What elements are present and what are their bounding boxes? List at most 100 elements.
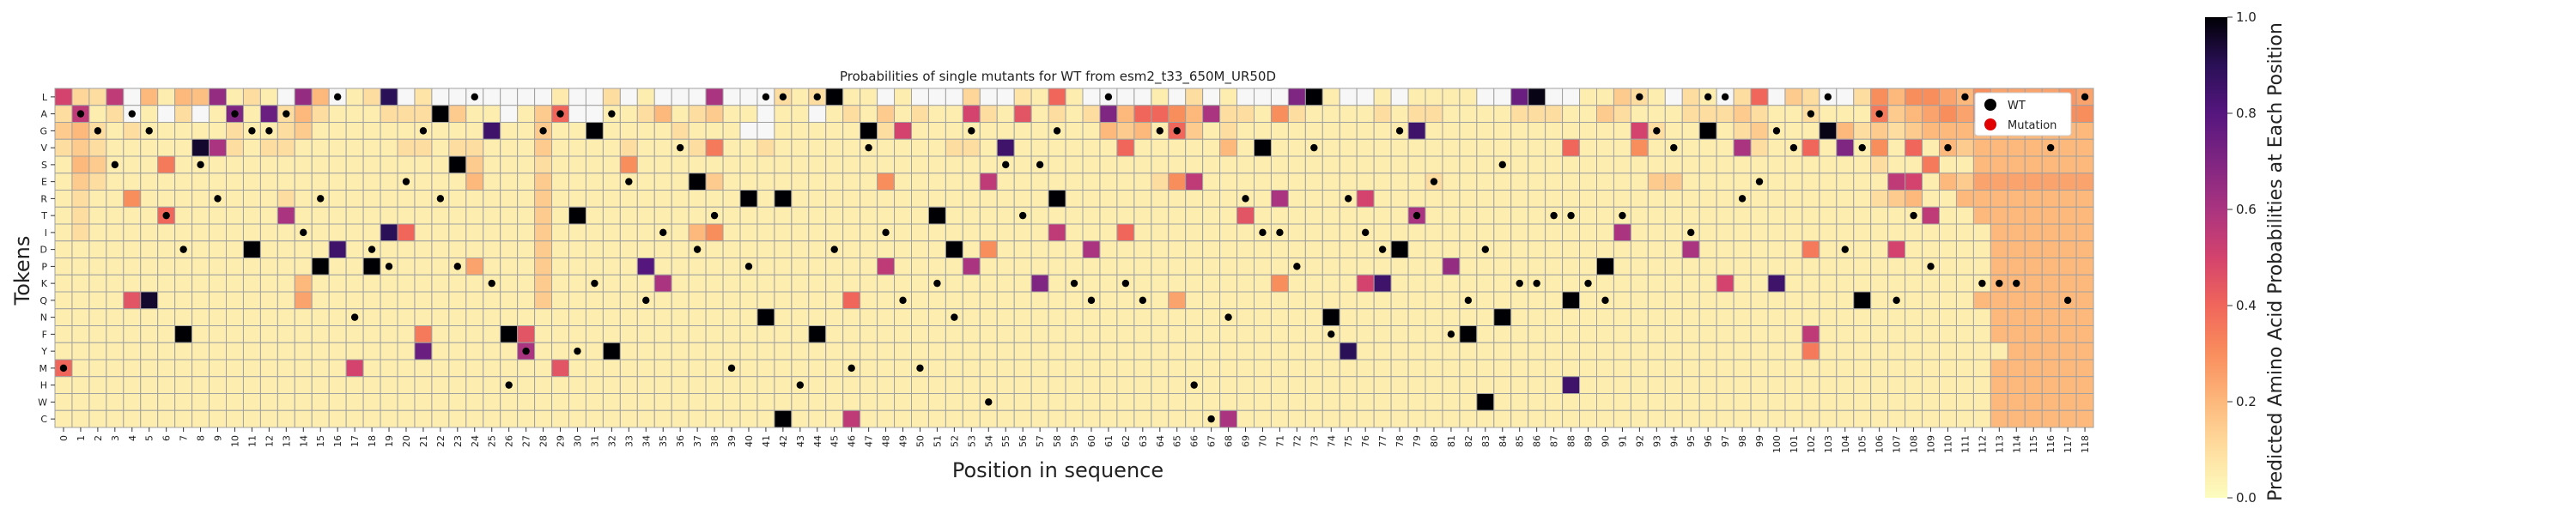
heatmap-cell xyxy=(619,206,638,225)
heatmap-cell xyxy=(54,308,73,326)
heatmap-cell xyxy=(911,223,929,242)
heatmap-cell xyxy=(157,138,176,157)
heatmap-cell xyxy=(619,105,638,123)
heatmap-cell xyxy=(71,190,90,208)
heatmap-cell xyxy=(1254,105,1272,123)
heatmap-cell xyxy=(1613,88,1631,106)
heatmap-cell xyxy=(551,393,569,411)
heatmap-cell xyxy=(1853,105,1872,123)
heatmap-cell xyxy=(1836,258,1855,276)
heatmap-cell xyxy=(1955,173,1974,191)
heatmap-cell xyxy=(1356,342,1375,360)
heatmap-cell xyxy=(1168,88,1187,106)
heatmap-cell xyxy=(1168,393,1187,411)
heatmap-cell xyxy=(209,240,228,258)
heatmap-cell xyxy=(1390,155,1409,174)
heatmap-cell xyxy=(551,88,569,106)
heatmap-cell xyxy=(568,138,586,157)
x-tick-label: 43 xyxy=(795,435,806,447)
heatmap-cell xyxy=(1425,409,1443,428)
heatmap-cell xyxy=(500,274,519,293)
x-tick-label: 11 xyxy=(246,435,258,447)
wt-marker xyxy=(1927,263,1935,270)
heatmap-cell xyxy=(1870,240,1889,258)
wt-marker xyxy=(59,364,68,373)
heatmap-cell xyxy=(1339,308,1358,326)
heatmap-cell xyxy=(602,155,621,174)
heatmap-cell xyxy=(345,122,364,140)
heatmap-cell xyxy=(1254,409,1272,428)
heatmap-cell xyxy=(242,88,261,106)
heatmap-cell xyxy=(1013,138,1032,157)
heatmap-cell xyxy=(1767,88,1786,106)
heatmap-cell xyxy=(1698,409,1717,428)
heatmap-cell xyxy=(448,206,467,225)
heatmap-cell xyxy=(1030,206,1049,225)
heatmap-cell xyxy=(362,342,381,360)
heatmap-cell xyxy=(722,240,741,258)
x-tick-label: 46 xyxy=(847,435,858,447)
heatmap-cell xyxy=(1767,105,1786,123)
heatmap-cell xyxy=(1373,206,1392,225)
heatmap-cell xyxy=(653,274,672,293)
heatmap-cell xyxy=(191,138,210,157)
heatmap-cell xyxy=(88,359,107,378)
heatmap-cell xyxy=(911,393,929,411)
heatmap-cell xyxy=(1287,291,1306,310)
heatmap-cell xyxy=(1613,223,1631,242)
heatmap-cell xyxy=(226,274,244,293)
heatmap-cell xyxy=(1013,342,1032,360)
heatmap-cell xyxy=(1853,342,1872,360)
heatmap-cell xyxy=(1321,376,1340,394)
heatmap-cell xyxy=(106,393,125,411)
heatmap-cell xyxy=(191,258,210,276)
heatmap-cell xyxy=(140,240,159,258)
heatmap-cell xyxy=(602,206,621,225)
heatmap-cell xyxy=(979,155,998,174)
wt-marker xyxy=(317,195,325,203)
heatmap-cell xyxy=(979,258,998,276)
heatmap-cell xyxy=(1510,155,1529,174)
heatmap-cell xyxy=(585,342,604,360)
heatmap-cell xyxy=(996,274,1015,293)
heatmap-cell xyxy=(1579,206,1598,225)
heatmap-cell xyxy=(1784,190,1803,208)
heatmap-cell xyxy=(1219,325,1238,343)
heatmap-cell xyxy=(1270,206,1289,225)
heatmap-cell xyxy=(397,359,416,378)
heatmap-cell xyxy=(226,206,244,225)
heatmap-cell xyxy=(1613,173,1631,191)
heatmap-cell xyxy=(1836,409,1855,428)
heatmap-cell xyxy=(1750,409,1769,428)
heatmap-cell xyxy=(1972,190,1991,208)
chart-title: Probabilities of single mutants for WT f… xyxy=(840,69,1276,85)
heatmap-cell xyxy=(1545,342,1564,360)
x-tick-label: 12 xyxy=(264,435,275,447)
heatmap-cell xyxy=(1905,223,1923,242)
heatmap-cell xyxy=(756,240,775,258)
heatmap-cell xyxy=(1528,258,1546,276)
heatmap-cell xyxy=(1236,122,1255,140)
heatmap-cell xyxy=(1099,258,1118,276)
heatmap-cell xyxy=(1236,359,1255,378)
heatmap-cell xyxy=(2058,138,2077,157)
colorbar-label: Predicted Amino Acid Probabilities at Ea… xyxy=(2265,22,2287,501)
y-tick-label: K xyxy=(41,278,48,289)
heatmap-cell xyxy=(1065,173,1084,191)
heatmap-cell xyxy=(276,258,295,276)
heatmap-cell xyxy=(1562,274,1581,293)
heatmap-cell xyxy=(1219,240,1238,258)
heatmap-cell xyxy=(1133,223,1152,242)
heatmap-cell xyxy=(774,223,793,242)
heatmap-cell xyxy=(1972,223,1991,242)
heatmap-cell xyxy=(705,122,724,140)
heatmap-cell xyxy=(1596,206,1614,225)
heatmap-cell xyxy=(1767,342,1786,360)
heatmap-cell xyxy=(1339,173,1358,191)
heatmap-cell xyxy=(1476,173,1495,191)
heatmap-cell xyxy=(1647,274,1666,293)
heatmap-cell xyxy=(671,240,690,258)
x-tick-label: 66 xyxy=(1189,435,1200,447)
heatmap-cell xyxy=(1801,206,1820,225)
heatmap-cell xyxy=(1459,409,1478,428)
